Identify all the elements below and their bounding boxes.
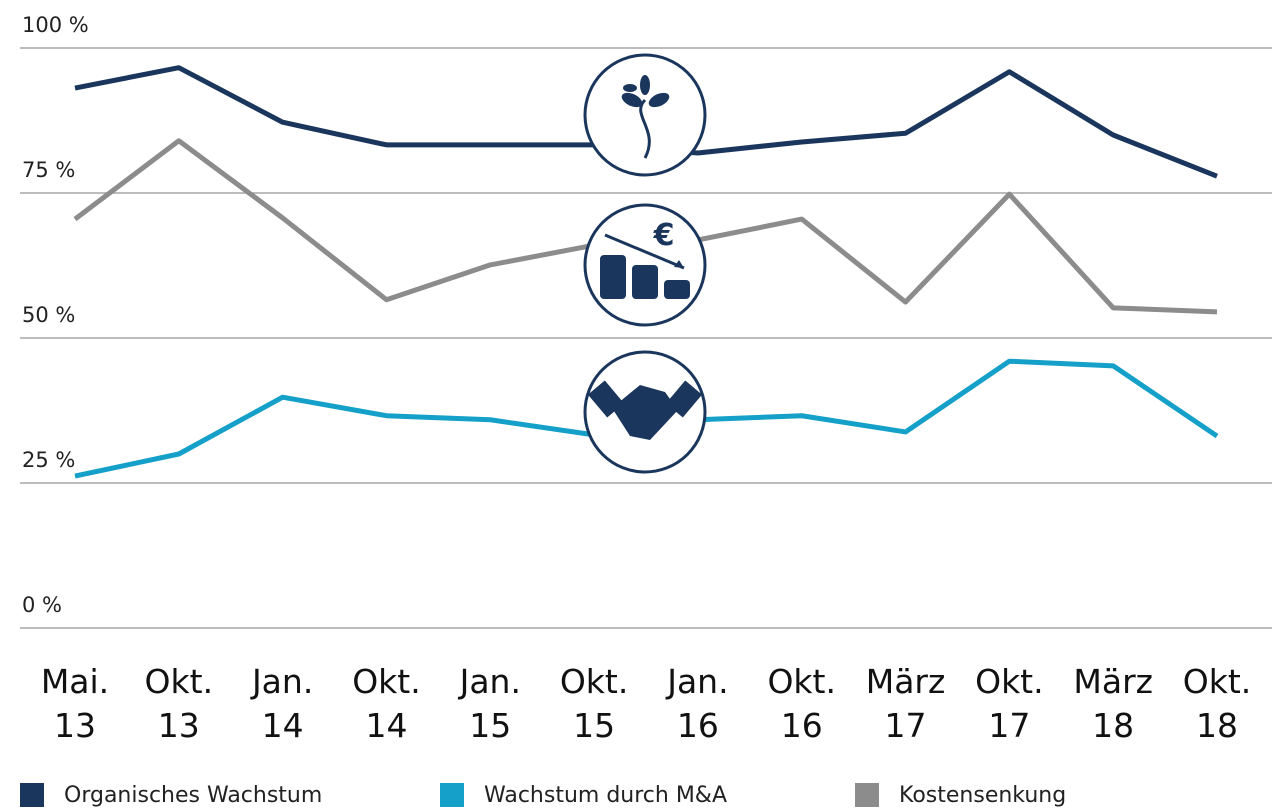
legend-swatch (20, 783, 44, 807)
x-tick-label: Okt. 18 (1182, 662, 1252, 745)
x-tick-label: März 18 (1073, 662, 1153, 745)
legend-swatch (855, 783, 879, 807)
legend-swatch (440, 783, 464, 807)
x-tick-label: März 17 (865, 662, 946, 745)
y-tick-label: 0 % (22, 593, 62, 617)
x-tick-label: Okt. 14 (352, 662, 421, 745)
y-tick-label: 25 % (22, 448, 75, 472)
x-tick-label: Jan. 14 (251, 662, 314, 745)
x-tick-label: Okt. 16 (767, 662, 836, 745)
y-tick-label: 50 % (22, 303, 75, 327)
x-tick-label: Okt. 15 (559, 662, 629, 745)
x-tick-label: Okt. 13 (144, 662, 214, 745)
handshake-icon (583, 350, 707, 474)
legend-label: Organisches Wachstum (64, 783, 322, 808)
x-tick-label: Jan. 15 (459, 662, 521, 745)
x-tick-label: Jan. 16 (667, 662, 729, 745)
x-tick-label: Okt. 17 (975, 662, 1044, 745)
y-tick-label: 75 % (22, 158, 75, 182)
plant-icon (583, 53, 707, 177)
y-tick-label: 100 % (22, 13, 89, 37)
legend-label: Wachstum durch M&A (484, 783, 727, 808)
icons: € (583, 53, 707, 474)
legend-label: Kostensenkung (899, 783, 1066, 808)
svg-text:€: € (653, 218, 675, 253)
x-tick-label: Mai. 13 (40, 662, 110, 745)
coins-icon: € (583, 203, 707, 327)
